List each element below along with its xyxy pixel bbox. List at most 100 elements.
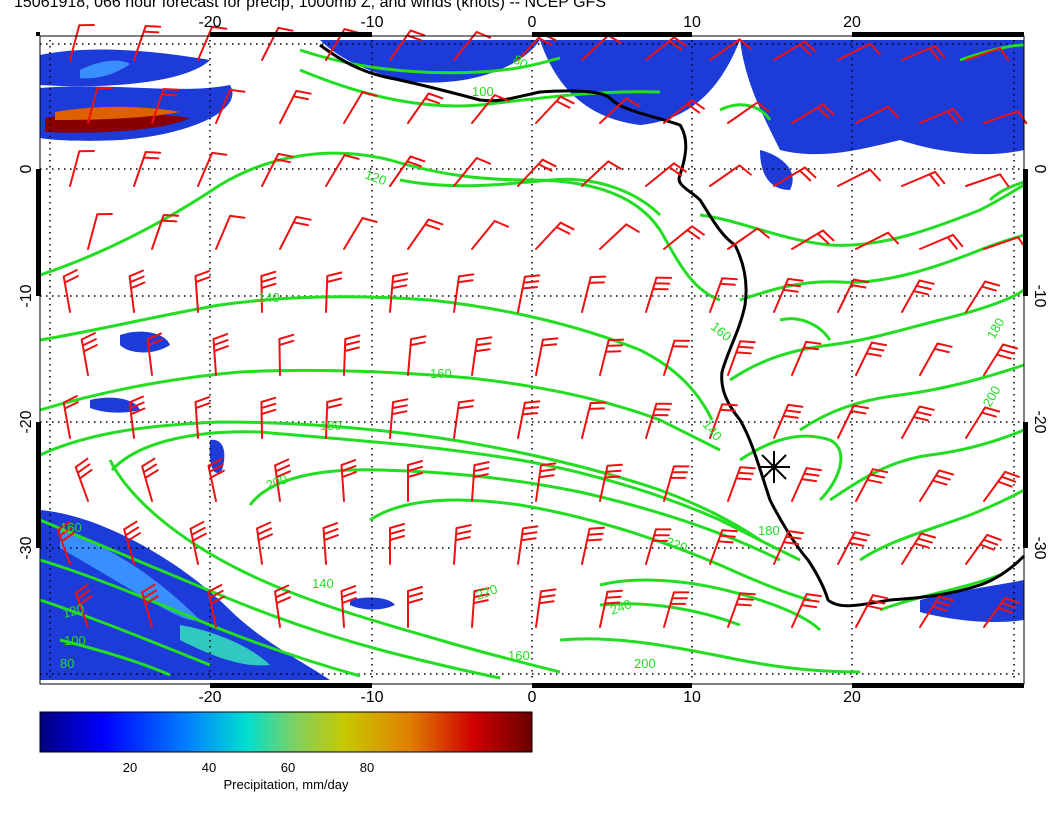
contour-label: 160: [708, 319, 734, 344]
contour-line: [299, 68, 661, 108]
lat-tick-label: -30: [1031, 536, 1048, 559]
wind-barb: [663, 99, 705, 124]
wind-barb: [453, 157, 492, 187]
wind-barbs: [56, 24, 1028, 628]
lon-tick-label: 10: [683, 689, 701, 706]
wind-barb: [517, 400, 541, 439]
colorbar-title: Precipitation, mm/day: [224, 777, 349, 792]
wind-barb: [535, 462, 557, 502]
lat-tick-labels-right: 0 -10 -20 -30: [1031, 165, 1048, 560]
contour-label: 80: [511, 52, 531, 72]
wind-barb: [727, 466, 756, 502]
lon-tick-label: -10: [360, 14, 383, 31]
wind-barb: [855, 468, 889, 502]
wind-barb: [709, 529, 738, 565]
wind-barb: [855, 594, 889, 628]
wind-barb: [279, 89, 312, 124]
contour-label: 160: [508, 648, 530, 663]
contour-label: 180: [984, 315, 1008, 341]
lat-tick-label: -30: [18, 536, 35, 559]
precip-area: [320, 40, 540, 83]
wind-barb: [407, 218, 444, 250]
wind-barb: [279, 215, 312, 250]
wind-barb: [261, 152, 294, 187]
contour-label: 240: [608, 596, 634, 618]
contour-label: 120: [363, 167, 389, 189]
contour-line: [859, 488, 1025, 562]
wind-barb: [133, 25, 162, 61]
wind-barb: [855, 231, 899, 250]
wind-barb: [453, 524, 472, 565]
wind-barb: [151, 214, 180, 250]
wind-barb: [215, 214, 246, 250]
wind-barb: [837, 404, 870, 439]
precipitation-areas: [40, 40, 1024, 680]
wind-barb: [773, 40, 817, 61]
wind-barb: [645, 402, 673, 439]
wind-barb: [128, 269, 146, 313]
wind-barb: [645, 276, 673, 313]
contour-line: [369, 498, 811, 602]
wind-barb: [581, 160, 622, 187]
lat-tick-label: -20: [1031, 410, 1048, 433]
wind-barb: [919, 233, 964, 250]
wind-barb: [983, 470, 1020, 502]
wind-barb: [56, 520, 75, 565]
wind-barb: [325, 154, 360, 187]
wind-barb: [581, 401, 607, 439]
wind-barb: [340, 585, 357, 628]
wind-barb: [278, 333, 295, 376]
wind-barb: [389, 155, 426, 187]
wind-barb: [274, 458, 291, 502]
wind-barb: [453, 399, 475, 439]
coastline: [319, 43, 1026, 608]
wind-barb: [322, 522, 339, 565]
wind-barb: [151, 88, 180, 124]
wind-barb: [983, 596, 1020, 628]
height-contours: [39, 43, 1025, 680]
wind-barb: [62, 395, 79, 439]
lat-tick-label: 0: [18, 164, 35, 173]
precip-area: [55, 106, 180, 120]
lon-tick-label: -20: [198, 14, 221, 31]
wind-barb: [837, 278, 870, 313]
contour-line: [39, 598, 211, 667]
contour-line: [599, 602, 741, 627]
contour-line: [599, 578, 822, 632]
wind-barb: [837, 168, 881, 187]
lon-tick-label: 0: [528, 689, 537, 706]
wind-barb: [901, 170, 946, 187]
frame-bars: [36, 32, 1028, 688]
wind-barb: [535, 588, 557, 628]
contour-line: [699, 183, 1025, 247]
wind-barb: [453, 273, 475, 313]
contour-line: [108, 459, 561, 674]
wind-barb: [727, 227, 770, 250]
wind-barb: [69, 150, 95, 187]
wind-barb: [274, 584, 291, 628]
wind-barb: [983, 236, 1028, 251]
wind-barb: [343, 91, 378, 124]
wind-barb: [663, 225, 705, 250]
contour-label: 140: [312, 576, 334, 591]
wind-barb: [773, 403, 804, 439]
wind-barb: [983, 110, 1028, 125]
wind-barb: [194, 270, 211, 313]
wind-barb: [212, 333, 229, 376]
wind-barb: [535, 337, 559, 376]
wind-barb: [535, 95, 575, 124]
contour-label: 220: [664, 534, 690, 556]
colorbar: 20 40 60 80 Precipitation, mm/day: [39, 711, 533, 792]
wind-barb: [855, 105, 899, 124]
lon-tick-label: -20: [198, 689, 221, 706]
wind-barb: [791, 229, 835, 250]
contour-line: [719, 103, 772, 121]
wind-barb: [62, 269, 79, 313]
wind-barb: [581, 275, 607, 313]
wind-barb: [141, 457, 159, 502]
colorbar-gradient: [39, 711, 533, 753]
wind-barb: [965, 406, 1001, 439]
contour-label: 120: [61, 601, 86, 621]
wind-barb: [207, 584, 225, 628]
wind-barb: [727, 592, 756, 628]
